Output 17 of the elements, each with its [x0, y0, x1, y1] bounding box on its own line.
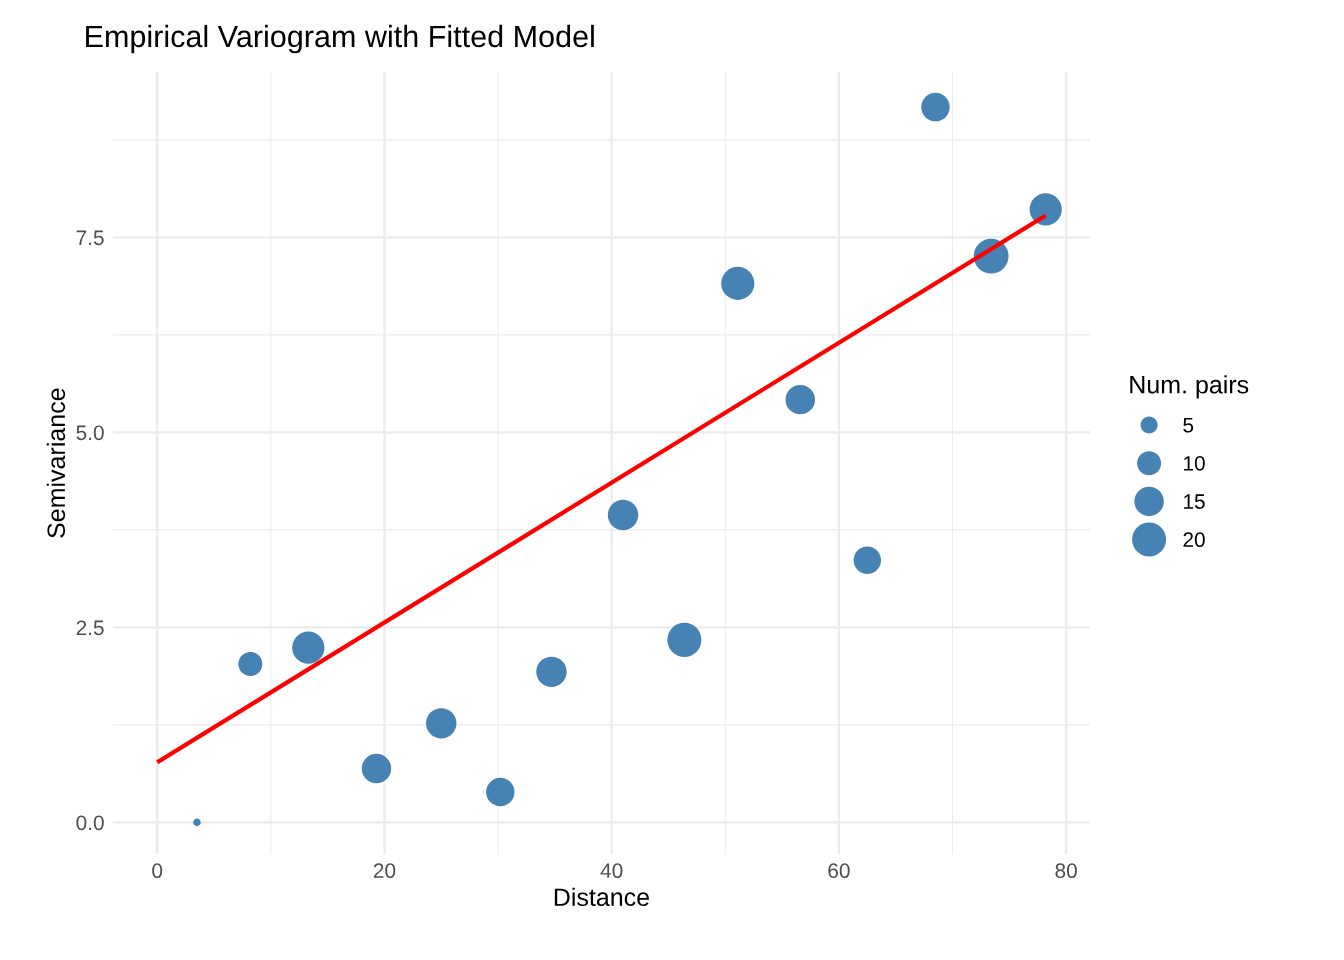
- y-axis-title: Semivariance: [46, 388, 66, 538]
- y-tick-label: 5.0: [76, 425, 104, 441]
- x-tick-label: 60: [828, 863, 850, 879]
- x-tick-label: 0: [152, 863, 163, 879]
- x-tick-label: 80: [1055, 863, 1077, 879]
- x-tick-label: 40: [600, 863, 623, 879]
- y-tick-label: 2.5: [76, 620, 104, 636]
- legend-label: 5: [1183, 418, 1194, 433]
- legend-title: Num. pairs: [1130, 375, 1249, 399]
- x-tick-label: 20: [373, 863, 396, 879]
- legend-label: 10: [1184, 455, 1205, 471]
- chart-title: Empirical Variogram with Fitted Model: [86, 24, 594, 54]
- y-tick-label: 0.0: [76, 815, 104, 831]
- legend-label: 20: [1183, 532, 1205, 548]
- y-tick-label: 7.5: [76, 230, 104, 246]
- x-axis-title: Distance: [554, 887, 649, 907]
- legend-label: 15: [1184, 494, 1205, 509]
